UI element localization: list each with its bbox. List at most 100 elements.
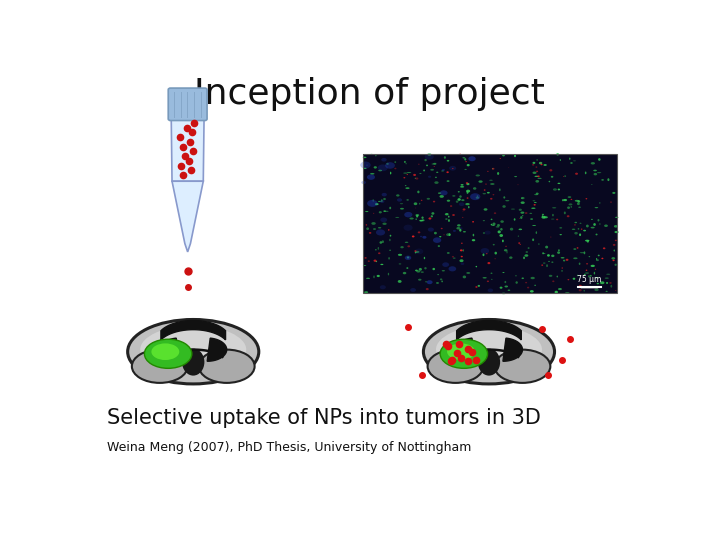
Ellipse shape <box>554 291 558 293</box>
Text: Selective uptake of NPs into tumors in 3D: Selective uptake of NPs into tumors in 3… <box>107 408 541 428</box>
Ellipse shape <box>522 215 523 216</box>
Ellipse shape <box>431 212 434 215</box>
Ellipse shape <box>492 168 495 170</box>
Ellipse shape <box>433 166 435 167</box>
Ellipse shape <box>538 244 539 245</box>
Ellipse shape <box>470 193 480 200</box>
Ellipse shape <box>473 187 477 190</box>
Ellipse shape <box>564 176 566 177</box>
Polygon shape <box>456 338 475 361</box>
Ellipse shape <box>452 195 456 197</box>
Ellipse shape <box>611 285 612 288</box>
Ellipse shape <box>398 254 402 256</box>
Ellipse shape <box>502 240 504 242</box>
Ellipse shape <box>503 205 505 208</box>
Ellipse shape <box>557 252 560 254</box>
Ellipse shape <box>427 280 433 284</box>
Ellipse shape <box>569 204 572 205</box>
Ellipse shape <box>378 170 382 171</box>
Ellipse shape <box>574 224 576 226</box>
Ellipse shape <box>479 180 482 183</box>
Ellipse shape <box>606 274 611 275</box>
Ellipse shape <box>505 281 506 283</box>
Ellipse shape <box>449 166 456 171</box>
Ellipse shape <box>456 200 459 203</box>
Ellipse shape <box>448 215 449 218</box>
Ellipse shape <box>466 190 470 193</box>
Ellipse shape <box>407 174 408 175</box>
Ellipse shape <box>542 214 544 215</box>
Ellipse shape <box>604 225 608 227</box>
Ellipse shape <box>486 253 487 254</box>
Polygon shape <box>207 338 227 361</box>
Ellipse shape <box>400 208 404 210</box>
Ellipse shape <box>459 229 462 232</box>
Ellipse shape <box>546 264 548 267</box>
Ellipse shape <box>199 349 255 383</box>
Ellipse shape <box>598 219 600 221</box>
Ellipse shape <box>534 194 539 195</box>
Ellipse shape <box>615 290 616 291</box>
Ellipse shape <box>536 171 538 172</box>
Ellipse shape <box>500 220 504 223</box>
Ellipse shape <box>543 262 546 264</box>
Ellipse shape <box>570 162 572 164</box>
Ellipse shape <box>407 256 409 259</box>
Ellipse shape <box>530 218 533 220</box>
Ellipse shape <box>509 256 513 259</box>
Ellipse shape <box>368 260 370 262</box>
Ellipse shape <box>510 228 513 231</box>
Ellipse shape <box>367 174 375 180</box>
Ellipse shape <box>360 161 371 168</box>
Ellipse shape <box>558 249 560 251</box>
Ellipse shape <box>415 178 416 179</box>
Ellipse shape <box>573 258 577 259</box>
Ellipse shape <box>414 250 417 252</box>
Ellipse shape <box>558 188 560 191</box>
Ellipse shape <box>586 225 589 227</box>
Ellipse shape <box>511 208 515 210</box>
Ellipse shape <box>590 227 595 228</box>
Ellipse shape <box>577 275 578 276</box>
Ellipse shape <box>573 160 576 161</box>
Ellipse shape <box>444 234 445 235</box>
Ellipse shape <box>364 291 368 293</box>
Ellipse shape <box>414 202 418 205</box>
Ellipse shape <box>366 278 370 279</box>
Ellipse shape <box>579 285 582 287</box>
Ellipse shape <box>591 219 593 220</box>
Ellipse shape <box>598 255 600 256</box>
Ellipse shape <box>483 220 485 221</box>
Ellipse shape <box>406 267 408 269</box>
Ellipse shape <box>491 279 492 280</box>
Ellipse shape <box>420 272 424 273</box>
Ellipse shape <box>601 179 604 181</box>
Ellipse shape <box>433 163 436 165</box>
Ellipse shape <box>586 263 588 265</box>
Ellipse shape <box>567 215 570 217</box>
Ellipse shape <box>541 216 546 219</box>
Ellipse shape <box>601 258 603 259</box>
Ellipse shape <box>385 211 389 212</box>
Ellipse shape <box>370 154 373 155</box>
Ellipse shape <box>444 156 446 159</box>
Ellipse shape <box>614 231 619 233</box>
Ellipse shape <box>406 199 409 201</box>
Ellipse shape <box>525 282 527 284</box>
Ellipse shape <box>452 214 455 216</box>
Ellipse shape <box>487 171 488 172</box>
Ellipse shape <box>585 240 590 241</box>
Ellipse shape <box>490 184 495 185</box>
Ellipse shape <box>508 289 510 291</box>
Ellipse shape <box>505 200 509 201</box>
Ellipse shape <box>581 228 582 230</box>
Ellipse shape <box>476 197 480 199</box>
Ellipse shape <box>463 208 466 211</box>
Ellipse shape <box>532 225 536 226</box>
Polygon shape <box>161 321 225 340</box>
Ellipse shape <box>452 256 454 258</box>
Ellipse shape <box>431 169 434 171</box>
Ellipse shape <box>442 169 445 171</box>
Ellipse shape <box>567 197 571 198</box>
Ellipse shape <box>597 283 599 284</box>
